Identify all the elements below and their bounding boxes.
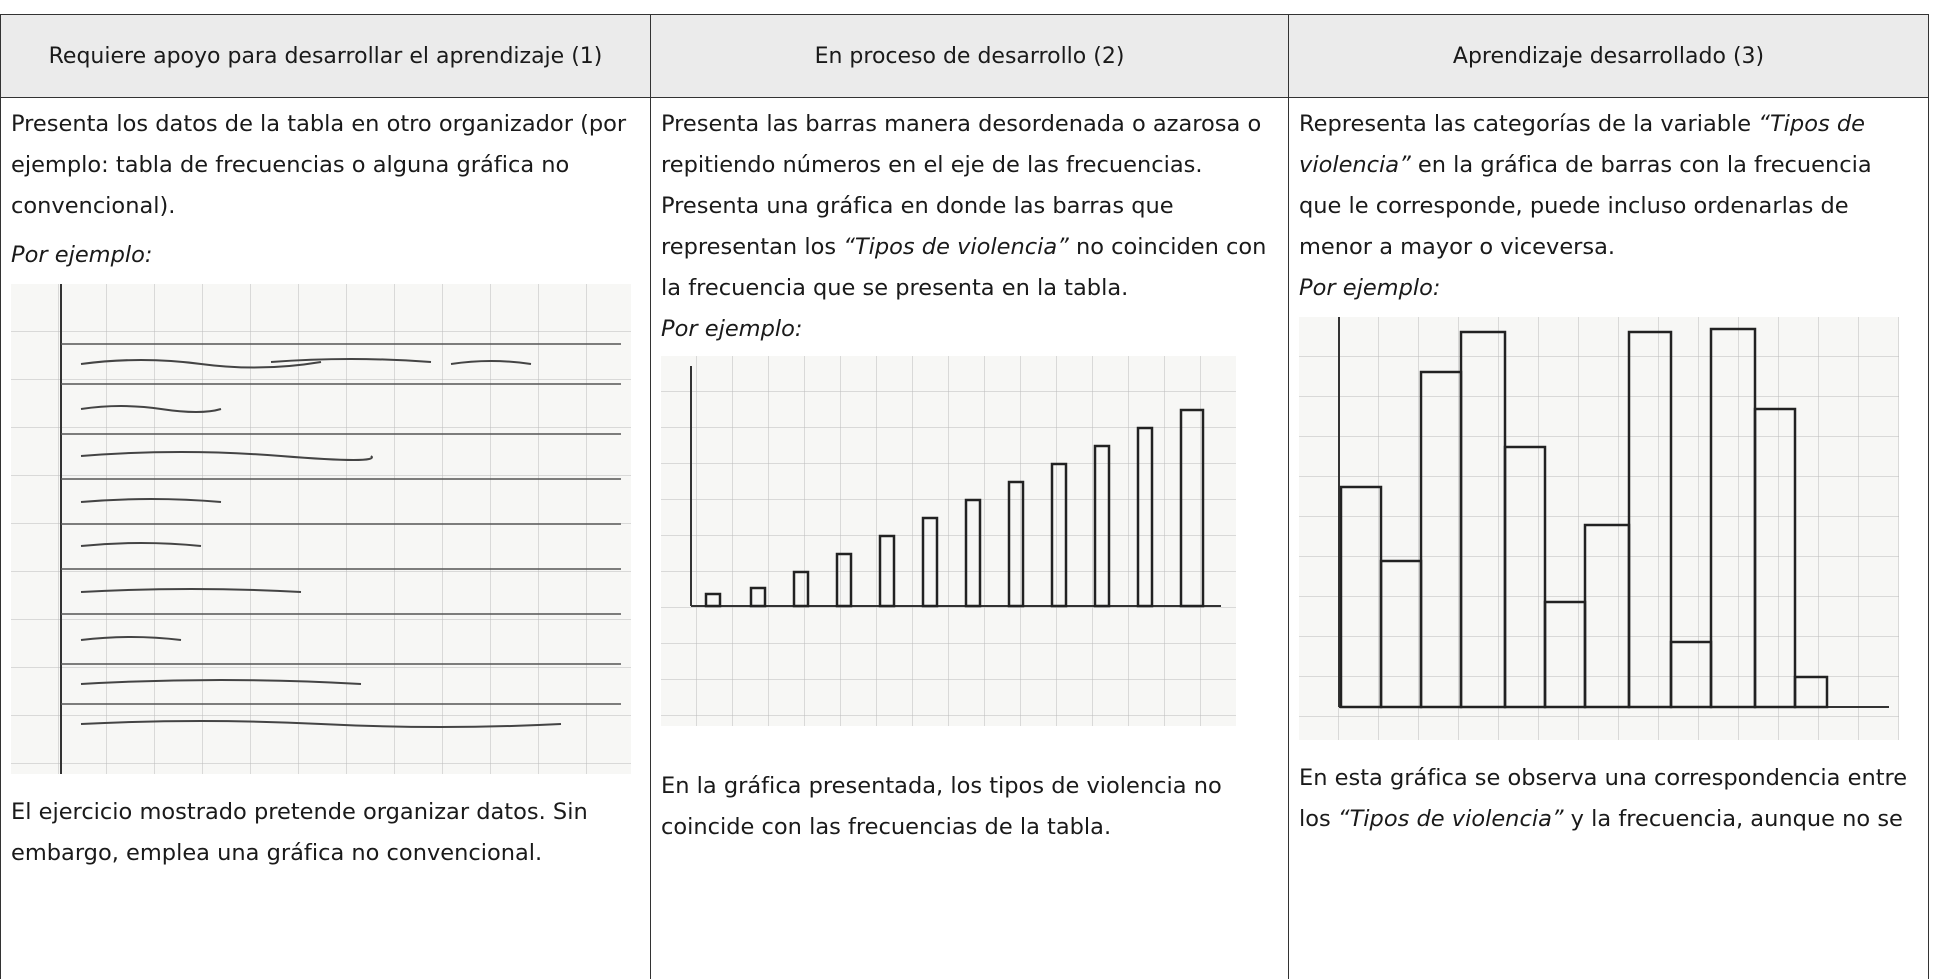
text: “Tipos de violencia”: [1337, 806, 1564, 832]
text: en la gráfica de barras con la frecuenci…: [1299, 152, 1872, 260]
text: “Tipos de violencia”: [843, 234, 1069, 260]
header-row: Requiere apoyo para desarrollar el apren…: [0, 14, 1929, 98]
caption: En la gráfica presentada, los tipos de v…: [661, 766, 1278, 848]
example-label: Por ejemplo:: [661, 309, 1278, 350]
text: Representa las categorías de la variable: [1299, 111, 1759, 137]
text: En esta gráfica se observa una correspon…: [1299, 765, 1908, 832]
handwritten-chart-image: [1299, 317, 1899, 740]
text: Por ejemplo:: [1299, 275, 1441, 301]
paragraph: Presenta una gráfica en donde las barras…: [661, 186, 1278, 309]
rubric-table: Requiere apoyo para desarrollar el apren…: [0, 14, 1929, 979]
text: En la gráfica presentada, los tipos de v…: [661, 773, 1222, 840]
body-row: Presenta los datos de la tabla en otro o…: [0, 97, 1929, 979]
text: Presenta una gráfica en donde las barras…: [661, 193, 1174, 260]
cell: Presenta las barras manera desordenada o…: [650, 97, 1289, 979]
example-label: Por ejemplo:: [11, 235, 640, 276]
example-label: Por ejemplo:: [1299, 268, 1918, 309]
handwritten-chart-image: [11, 284, 631, 774]
header-cell: En proceso de desarrollo (2): [650, 14, 1289, 98]
text: “Tipos de violencia”: [1299, 111, 1865, 178]
text: Por ejemplo:: [661, 316, 803, 342]
caption: En esta gráfica se observa una correspon…: [1299, 758, 1918, 840]
text: Por ejemplo:: [11, 242, 153, 268]
paragraph: Presenta los datos de la tabla en otro o…: [11, 104, 640, 227]
text: Presenta los datos de la tabla en otro o…: [11, 111, 627, 219]
cell: Representa las categorías de la variable…: [1288, 97, 1929, 979]
header-cell: Requiere apoyo para desarrollar el apren…: [0, 14, 651, 98]
caption: El ejercicio mostrado pretende organizar…: [11, 792, 640, 874]
text: no coinciden con la frecuencia que se pr…: [661, 234, 1267, 301]
text: Presenta las barras manera desordenada o…: [661, 111, 1262, 178]
paragraph: Representa las categorías de la variable…: [1299, 104, 1918, 268]
cell: Presenta los datos de la tabla en otro o…: [0, 97, 651, 979]
handwritten-chart-image: [661, 356, 1236, 726]
header-cell: Aprendizaje desarrollado (3): [1288, 14, 1929, 98]
text: El ejercicio mostrado pretende organizar…: [11, 799, 588, 866]
text: y la frecuencia, aunque no se: [1563, 806, 1903, 832]
paragraph: Presenta las barras manera desordenada o…: [661, 104, 1278, 186]
